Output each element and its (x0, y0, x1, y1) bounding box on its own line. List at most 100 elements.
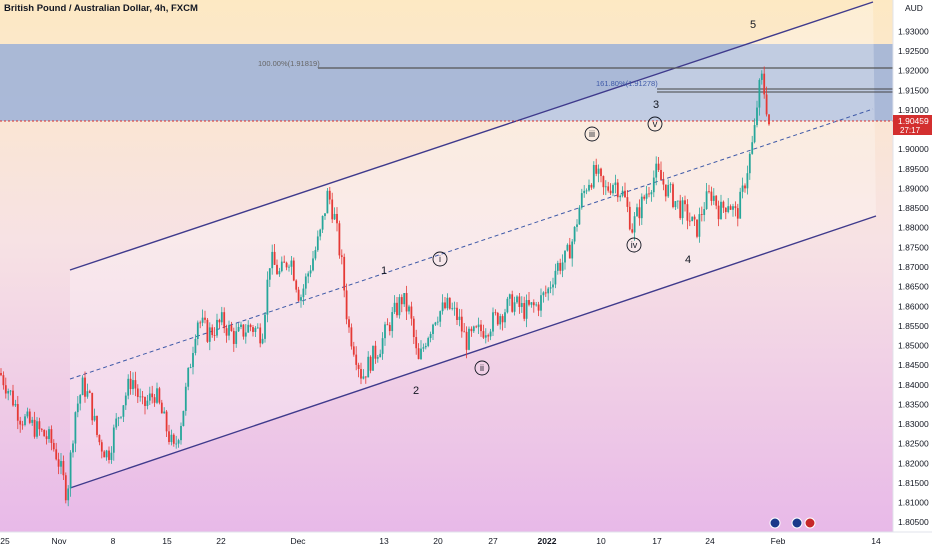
candle-body (645, 193, 648, 199)
time-tick-label: 27 (488, 536, 498, 546)
candle-body (369, 356, 372, 371)
candle-body (208, 327, 211, 342)
candle-body (744, 185, 746, 189)
candle-body (146, 400, 149, 406)
resistance-zone (0, 44, 893, 121)
candle-body (67, 488, 70, 501)
candle-body (468, 328, 470, 350)
price-axis[interactable]: 1.80500 1.81000 1.81500 1.82000 1.82500 1.830… (898, 26, 929, 527)
candle-body (187, 367, 190, 387)
candle-body (638, 207, 641, 219)
candle-body (669, 184, 672, 186)
candle-body (283, 261, 286, 263)
candle-body (309, 270, 312, 274)
candle-body (662, 179, 665, 185)
candle-body (499, 316, 502, 325)
candle-body (756, 107, 758, 126)
candle-body (688, 220, 691, 222)
price-tick-label: 1.81000 (898, 498, 929, 508)
candle-body (532, 302, 535, 306)
candle-body (554, 270, 557, 285)
price-tick-label: 1.80500 (898, 517, 929, 527)
time-axis[interactable]: 25 Nov 8 15 22 Dec 13 20 27 2022 10 17 24 Feb 14 (0, 536, 881, 546)
candle-body (79, 395, 82, 404)
candle-body (477, 324, 480, 328)
candle-body (525, 300, 528, 319)
candle-body (348, 319, 350, 328)
candle-body (218, 319, 221, 323)
candle-body (540, 295, 542, 311)
candle-body (609, 190, 612, 194)
candle-body (175, 443, 178, 445)
candle-body (420, 348, 422, 360)
candle-body (705, 191, 708, 210)
candle-body (643, 196, 646, 199)
candle-body (117, 417, 120, 419)
candle-body (355, 354, 358, 365)
candle-body (247, 324, 250, 333)
candle-body (568, 244, 571, 259)
wave-circle-iii (584, 126, 600, 142)
candle-body (696, 219, 698, 237)
candle-body (715, 195, 718, 206)
flag-uk-icon[interactable] (804, 517, 816, 529)
candle-body (7, 391, 10, 394)
candle-body (492, 312, 494, 332)
wave-label-i: i (439, 254, 441, 264)
candle-body (228, 325, 230, 336)
candle-body (69, 452, 72, 489)
candle-body (465, 331, 468, 350)
candle-body (153, 397, 156, 403)
candle-body (458, 316, 461, 320)
candle-body (571, 241, 574, 259)
candle-body (432, 324, 434, 335)
candle-body (768, 114, 770, 125)
flag-au-icon-2[interactable] (791, 517, 803, 529)
candle-body (129, 378, 132, 390)
price-tag-value: 1.90459 (898, 116, 929, 126)
candle-body (463, 331, 466, 333)
price-tick-label: 1.92500 (898, 46, 929, 56)
channel-upper-line (69, 1, 874, 271)
candle-body (177, 440, 180, 444)
candle-body (62, 461, 65, 476)
candle-body (631, 229, 634, 233)
candle-body (436, 321, 439, 323)
candle-body (542, 292, 545, 296)
candle-body (424, 345, 427, 348)
candle-body (220, 312, 223, 323)
candle-body (710, 191, 713, 201)
candle-body (60, 461, 62, 467)
candle-body (74, 412, 77, 444)
price-tick-label: 1.84500 (898, 360, 929, 370)
event-icons[interactable] (769, 517, 816, 529)
candle-body (340, 255, 343, 257)
candle-body (504, 312, 506, 323)
candle-body (511, 294, 514, 312)
candle-body (290, 260, 293, 267)
candle-body (391, 312, 394, 332)
candle-body (422, 347, 425, 349)
candle-body (223, 312, 226, 329)
candle-body (518, 296, 521, 307)
candle-body (573, 226, 576, 242)
time-tick-label: 14 (871, 536, 881, 546)
candle-body (753, 125, 756, 143)
candle-body (412, 318, 415, 338)
candle-body (4, 385, 7, 394)
candle-body (268, 268, 271, 280)
candle-body (376, 357, 379, 359)
candle-body (516, 296, 518, 303)
flag-au-icon[interactable] (769, 517, 781, 529)
candle-body (168, 431, 170, 443)
candle-body (199, 322, 202, 324)
candle-body (357, 364, 360, 370)
fib-1618-label: 161.80%(1.91278) (596, 79, 658, 88)
candle-body (388, 324, 391, 332)
currency-label: AUD (905, 3, 923, 13)
candle-body (398, 297, 401, 316)
candle-body (748, 153, 751, 174)
price-tick-label: 1.85500 (898, 321, 929, 331)
candle-body (600, 168, 602, 177)
